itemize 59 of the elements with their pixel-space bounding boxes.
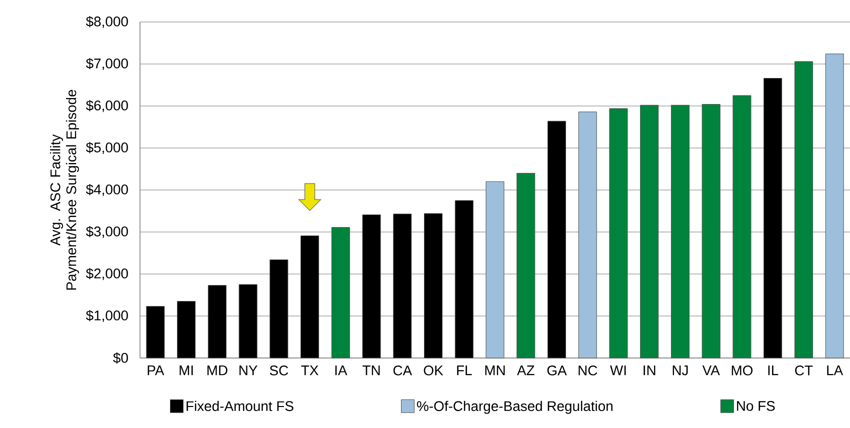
y-tick-label: $3,000	[86, 226, 128, 238]
y-tick-label: $0	[113, 352, 128, 364]
bar	[146, 306, 165, 358]
x-tick-label: MI	[180, 366, 193, 376]
x-tick-label: OK	[424, 366, 444, 376]
bar	[640, 104, 659, 358]
x-tick-label: LA	[827, 366, 844, 376]
x-tick-label: SC	[270, 366, 288, 376]
x-tick-label: VA	[702, 366, 720, 376]
x-tick-label: IN	[644, 366, 656, 376]
y-tick-label: $1,000	[86, 310, 128, 322]
bar	[764, 78, 782, 358]
y-tick-label: $4,000	[86, 184, 128, 196]
y-tick-label: $6,000	[86, 100, 128, 112]
bar	[702, 104, 720, 358]
x-tick-label: WI	[610, 366, 626, 376]
bar	[393, 214, 412, 358]
bar	[238, 284, 258, 358]
x-tick-label: FL	[457, 366, 472, 376]
x-tick-label: NY	[240, 366, 258, 376]
x-tick-label: GA	[547, 366, 567, 376]
bar	[424, 213, 443, 358]
bar	[486, 181, 504, 358]
bar	[331, 227, 350, 358]
legend-label: Fixed-Amount FS	[186, 400, 294, 412]
x-tick-label: CT	[795, 366, 813, 376]
bar	[732, 95, 752, 358]
bar	[177, 301, 196, 358]
x-tick-label: MN	[485, 366, 505, 376]
x-tick-label: TN	[362, 366, 380, 376]
x-tick-label: IA	[335, 366, 348, 376]
y-tick-label: $8,000	[86, 16, 128, 28]
x-tick-label: NC	[578, 366, 598, 376]
y-axis-title: Avg. ASC Facility Payment/Knee Surgical Episode	[50, 90, 79, 290]
legend-label: %-Of-Charge-Based Regulation	[416, 400, 612, 414]
bar	[578, 112, 597, 358]
x-tick-label: CA	[393, 366, 412, 376]
bar	[825, 54, 844, 358]
bar	[547, 120, 566, 358]
bar	[454, 200, 474, 358]
x-tick-label: IL	[768, 366, 778, 376]
bar	[362, 214, 381, 358]
bar	[516, 172, 536, 358]
bar	[609, 108, 628, 358]
y-tick-label: $5,000	[86, 142, 128, 154]
x-tick-label: PA	[148, 366, 164, 376]
bar	[208, 285, 226, 358]
bar	[300, 236, 320, 358]
y-tick-label: $7,000	[86, 58, 128, 70]
bar	[670, 104, 690, 358]
x-tick-label: TX	[301, 366, 318, 376]
x-tick-label: MD	[207, 366, 228, 376]
x-tick-label: NJ	[672, 366, 688, 376]
bar	[270, 259, 288, 358]
y-tick-label: $2,000	[86, 268, 128, 280]
x-tick-label: MO	[732, 366, 753, 376]
legend-label: No FS	[737, 401, 775, 411]
x-tick-label: AZ	[517, 366, 534, 376]
bar	[794, 61, 813, 358]
